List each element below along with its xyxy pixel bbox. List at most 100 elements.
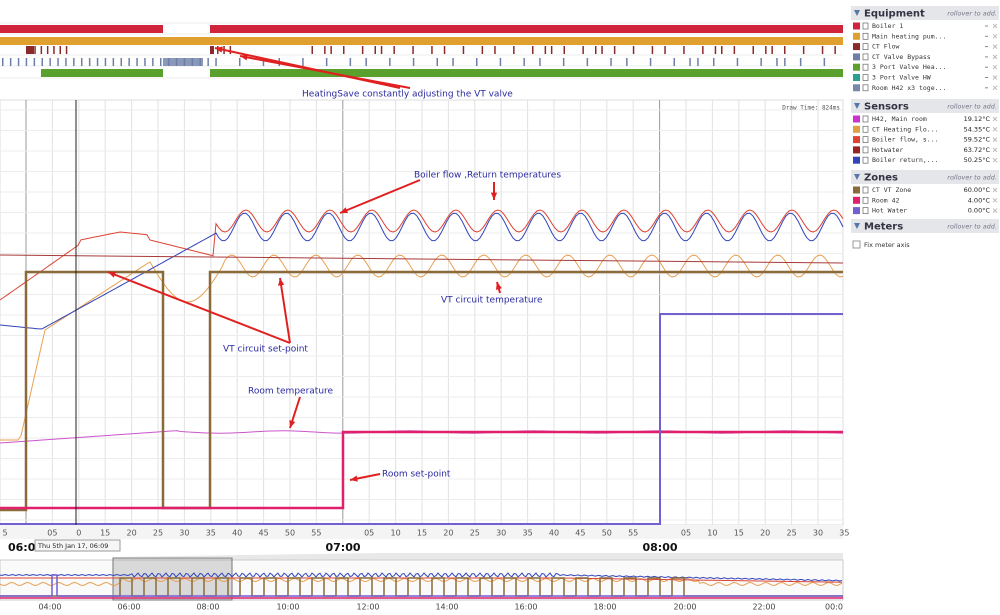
item-icon: [862, 207, 869, 214]
valve-tick: [733, 46, 736, 54]
hour-label: 06:0: [8, 541, 36, 554]
bypass-tick: [673, 58, 675, 66]
minute-label: 35: [206, 529, 216, 538]
item-name[interactable]: H42, Main room: [872, 115, 927, 123]
item-name[interactable]: CT Heating Flo...: [872, 125, 939, 133]
valve-tick: [702, 46, 704, 54]
bypass-tick: [2, 58, 4, 66]
valve-tick: [632, 46, 635, 54]
item-swatch: [853, 136, 860, 144]
item-name[interactable]: CT Valve Bypass: [872, 53, 931, 61]
item-reading: 54.35°C: [964, 125, 991, 133]
remove-icon[interactable]: [992, 208, 998, 213]
boiler-strip: [0, 25, 163, 33]
bypass-tick: [128, 58, 130, 66]
green-strip: [41, 69, 163, 77]
bypass-tick: [713, 58, 715, 66]
minute-label: 20: [760, 529, 770, 538]
remove-icon[interactable]: [992, 197, 998, 203]
item-name[interactable]: 3 Port Valve HW: [872, 74, 931, 82]
valve-tick: [481, 46, 484, 54]
panel-hint: rollover to add.: [947, 10, 997, 18]
valve-tick: [229, 46, 232, 54]
valve-tick: [550, 46, 553, 54]
item-reading: 60.00°C: [964, 186, 991, 194]
item-swatch: [853, 43, 860, 51]
remove-icon[interactable]: [992, 126, 998, 132]
arrow-head: [215, 46, 223, 53]
valve-tick: [721, 46, 723, 54]
remove-icon[interactable]: [992, 187, 998, 193]
item-name[interactable]: Room H42 x3 toge...: [872, 84, 946, 92]
remove-icon[interactable]: [992, 44, 998, 49]
minute-label: 5: [2, 529, 7, 538]
remove-icon[interactable]: [992, 23, 998, 29]
arrow-head: [108, 271, 116, 278]
collapse-icon[interactable]: [854, 103, 860, 109]
item-name[interactable]: CT Flow: [872, 43, 899, 51]
item-swatch: [853, 146, 860, 154]
annotation: VT circuit temperature: [441, 296, 543, 306]
bypass-tick: [436, 58, 438, 66]
remove-icon[interactable]: [992, 54, 998, 60]
arrow-head: [240, 54, 248, 61]
bypass-tick: [626, 58, 628, 66]
item-swatch: [853, 53, 860, 61]
remove-icon[interactable]: [992, 116, 998, 122]
valve-tick: [664, 46, 666, 54]
remove-icon[interactable]: [992, 33, 998, 39]
remove-icon[interactable]: [992, 64, 998, 70]
item-name[interactable]: Hotwater: [872, 146, 903, 154]
collapse-icon[interactable]: [854, 223, 860, 229]
item-swatch: [853, 63, 860, 71]
item-name[interactable]: Boiler flow, s...: [872, 136, 939, 144]
item-reading: 4.00°C: [968, 196, 991, 204]
valve-tick: [544, 46, 547, 54]
panel-hint: rollover to add.: [947, 174, 997, 182]
bypass-tick: [365, 58, 367, 66]
valve-tick: [343, 46, 345, 54]
item-name[interactable]: 3 Port Valve Hea...: [872, 63, 946, 71]
minute-label: 25: [470, 529, 480, 538]
navigator-window[interactable]: [112, 557, 233, 601]
bypass-tick: [784, 58, 786, 66]
nav-room: [0, 574, 843, 597]
item-name[interactable]: Room 42: [872, 196, 899, 204]
item-name[interactable]: Hot Water: [872, 207, 907, 215]
valve-tick: [217, 46, 219, 54]
navigator-label: 22:00: [752, 603, 775, 612]
item-name[interactable]: CT VT Zone: [872, 186, 911, 194]
remove-icon[interactable]: [992, 85, 998, 91]
panel-hint: rollover to add.: [947, 103, 997, 111]
bypass-tick: [144, 58, 146, 66]
valve-tick: [494, 46, 496, 54]
minute-label: 05: [47, 529, 57, 538]
collapse-icon[interactable]: [854, 174, 860, 180]
minute-label: 40: [232, 529, 242, 538]
checkbox[interactable]: [852, 240, 861, 249]
minute-label: 35: [523, 529, 533, 538]
valve-tick: [821, 46, 824, 54]
item-name[interactable]: Boiler return,...: [872, 156, 939, 164]
item-icon: [862, 156, 869, 164]
minute-label: 35: [839, 529, 849, 538]
bypass-tick: [136, 58, 138, 66]
valve-block: [210, 46, 214, 54]
item-name[interactable]: Main heating pum...: [872, 32, 946, 40]
item-name[interactable]: Boiler 1: [872, 22, 903, 30]
remove-icon[interactable]: [992, 157, 998, 163]
remove-icon[interactable]: [992, 137, 998, 142]
item-icon: [862, 146, 869, 154]
panel-title: Zones: [864, 173, 898, 184]
panel-hint: rollover to add.: [947, 223, 997, 231]
hotwater-zone: [0, 313, 843, 525]
bypass-tick: [88, 58, 91, 66]
collapse-icon[interactable]: [854, 10, 860, 16]
remove-icon[interactable]: [992, 75, 998, 80]
annotation: Boiler flow ,Return temperatures: [414, 171, 561, 181]
panel-title: Meters: [864, 222, 903, 233]
valve-tick: [834, 46, 836, 54]
remove-icon[interactable]: [992, 147, 998, 153]
nav-trace: [0, 577, 843, 583]
